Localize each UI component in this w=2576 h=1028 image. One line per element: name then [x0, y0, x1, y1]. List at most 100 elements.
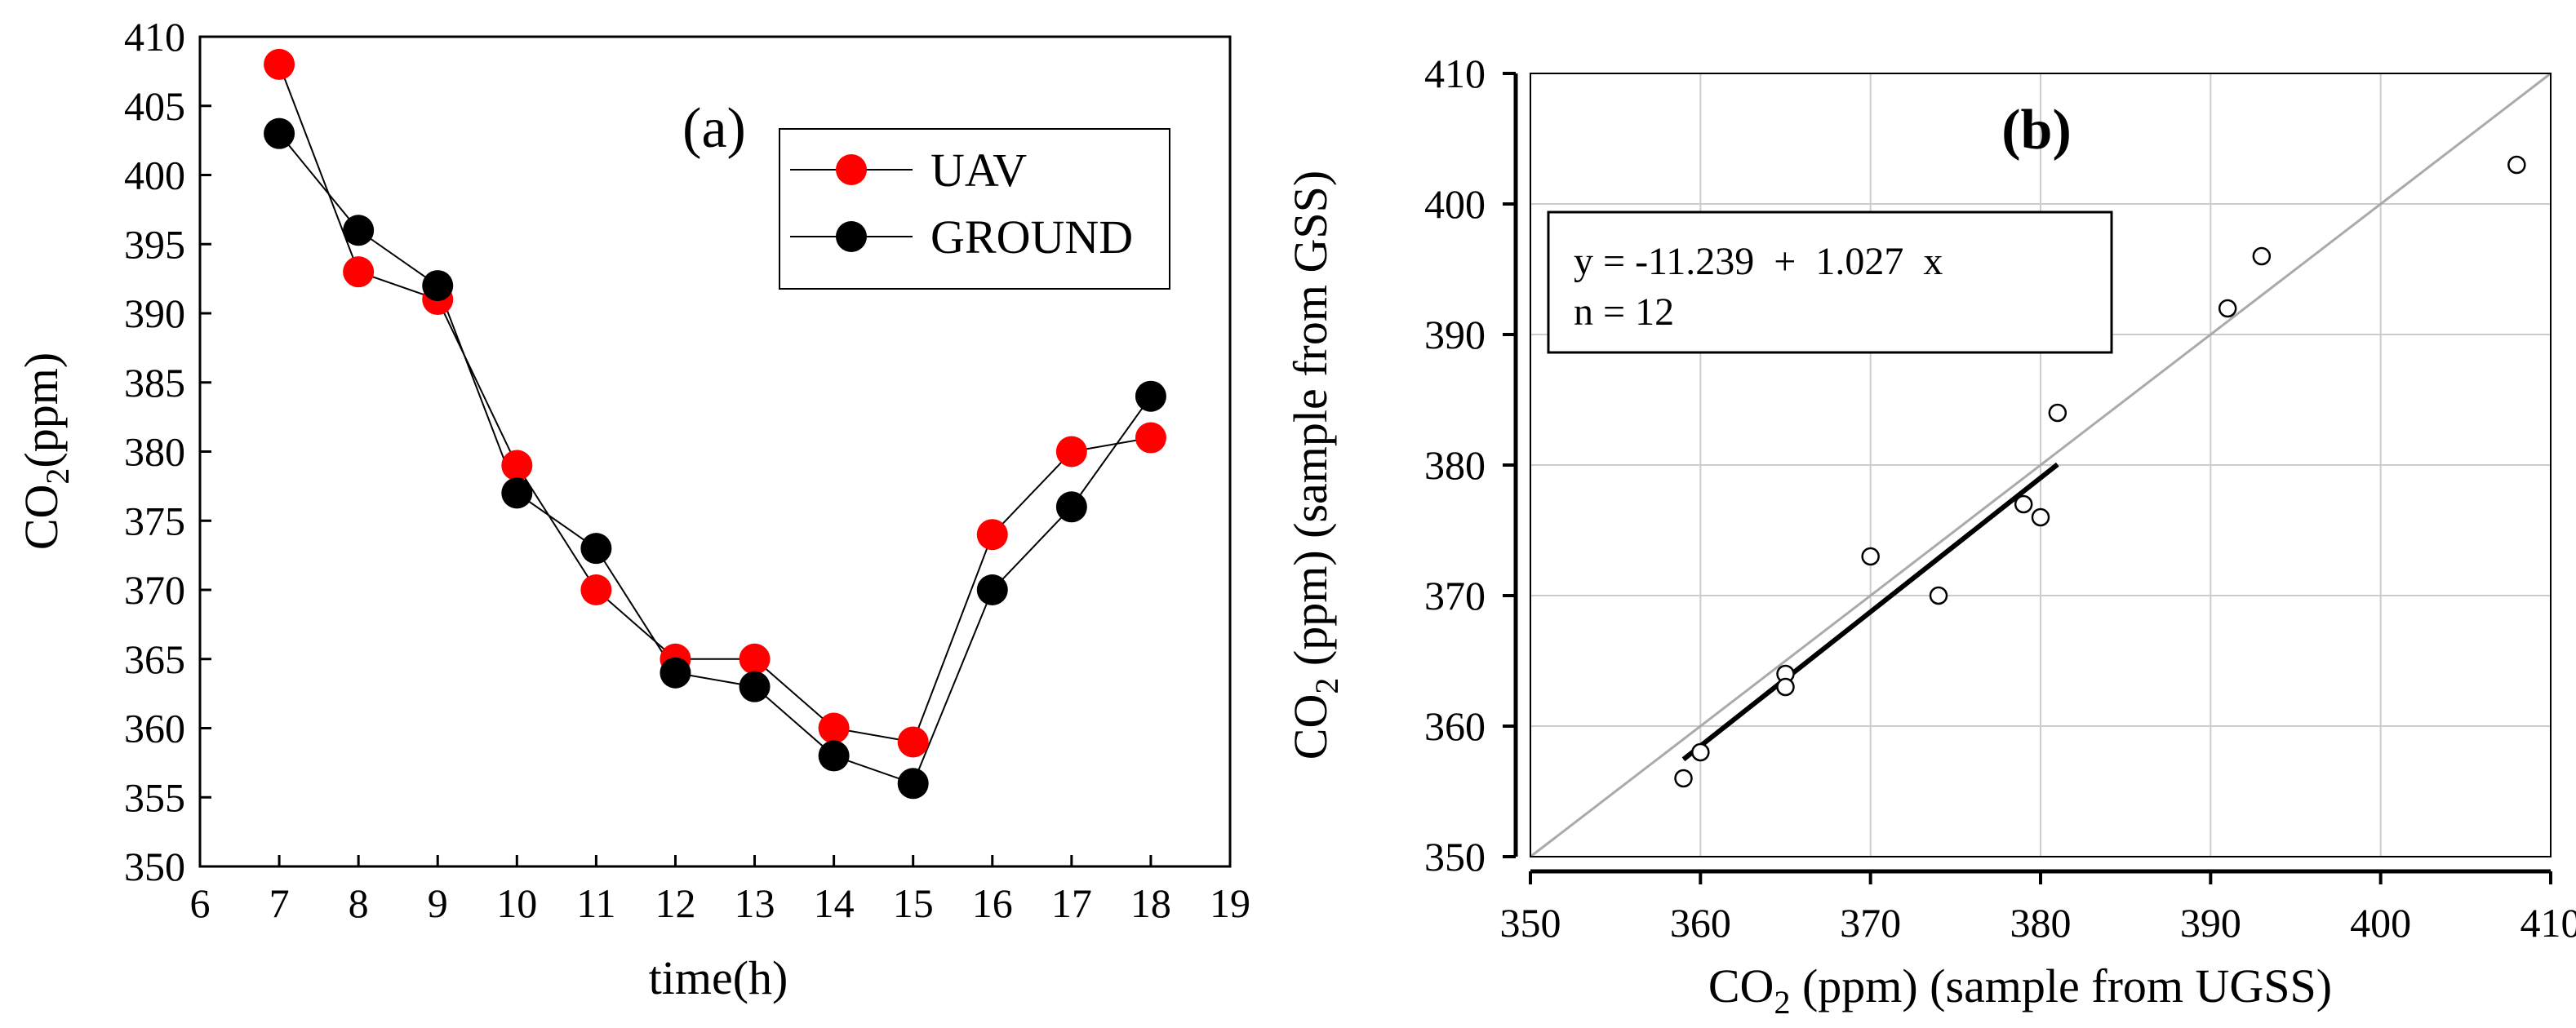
panel-a-x-tick-label: 9 [428, 880, 448, 926]
data-point-ground [897, 768, 929, 800]
data-point-uav [739, 643, 771, 675]
data-point-ground [580, 533, 612, 565]
data-point-ground [422, 270, 454, 302]
data-point-ground [1135, 380, 1166, 412]
panel-a-y-tick-label: 370 [124, 567, 185, 613]
data-point-uav [1135, 422, 1166, 454]
data-point-uav [976, 519, 1008, 551]
panel-b-title: (b) [2001, 99, 2072, 162]
panel-a-x-tick-label: 18 [1130, 880, 1171, 926]
data-point-uav [1055, 436, 1087, 467]
scatter-point [1929, 586, 1948, 605]
panel-a-x-tick-label: 12 [655, 880, 695, 926]
panel-b-x-tick-label: 410 [2520, 900, 2576, 946]
scatter-point [2014, 494, 2033, 514]
legend-ground-marker [836, 221, 867, 252]
panel-a-y-label-sub: 2 [39, 468, 76, 485]
scatter-point [2218, 299, 2237, 318]
data-point-ground [501, 477, 533, 509]
panel-a-y-tick-label: 355 [124, 774, 185, 820]
panel-b-x-tick-label: 380 [2010, 900, 2072, 946]
panel-a-y-label-main: CO [15, 485, 68, 551]
data-point-ground [739, 671, 771, 702]
panel-a-x-tick-label: 16 [972, 880, 1013, 926]
data-point-uav [897, 726, 929, 758]
data-point-ground [343, 215, 375, 246]
panel-a-y-label-rest: (ppm) [15, 352, 68, 468]
scatter-point [1776, 677, 1795, 697]
panel-b-plot-border [1530, 73, 2552, 857]
panel-b-x-label-rest: (ppm) (sample from UGSS) [1790, 959, 2332, 1012]
panel-b-y-axis-label: CO2 (ppm) (sample from GSS) [1284, 171, 1345, 760]
panel-b-x-label-main: CO [1708, 959, 1774, 1012]
panel-a-x-tick-label: 11 [576, 880, 615, 926]
panel-a-y-tick-label: 365 [124, 636, 185, 682]
panel-a-y-axis-label: CO2(ppm) [15, 352, 76, 550]
legend-uav-label: UAV [930, 144, 1027, 197]
data-point-ground [976, 574, 1008, 605]
panel-b-y-tick-label: 380 [1424, 442, 1486, 488]
data-point-uav [818, 712, 850, 744]
panel-a-y-tick-label: 380 [124, 429, 185, 475]
panel-a-x-tick-label: 10 [496, 880, 537, 926]
scatter-point [1861, 547, 1880, 566]
panel-b-y-label-sub: 2 [1308, 678, 1345, 694]
panel-b-identity-line [1530, 72, 2552, 858]
legend-uav-marker [836, 154, 867, 185]
panel-b-y-tick-label: 400 [1424, 181, 1486, 227]
panel-a-x-ticks: 6 7 8 9 10 11 12 13 14 15 16 17 18 19 [190, 855, 1250, 926]
panel-a-x-tick-label: 13 [735, 880, 775, 926]
panel-b-regression-line [1681, 462, 2059, 762]
panel-a-x-tick-label: 19 [1210, 880, 1250, 926]
panel-a-title: (a) [682, 97, 746, 160]
data-point-ground [818, 740, 850, 772]
panel-a-line-chart: 6 7 8 9 10 11 12 13 14 15 16 17 18 19 350 355 360 365 370… [15, 14, 1250, 1004]
panel-a-legend-box [779, 128, 1170, 290]
panel-a-y-tick-label: 385 [124, 360, 185, 405]
data-point-ground [264, 117, 295, 149]
panel-a-x-tick-label: 7 [269, 880, 290, 926]
panel-a-y-tick-label: 405 [124, 83, 185, 129]
panel-a-y-tick-label: 395 [124, 221, 185, 267]
panel-b-x-tick-label: 360 [1670, 900, 1731, 946]
panel-a-series [264, 48, 1166, 800]
panel-b-x-label-sub: 2 [1774, 984, 1790, 1021]
panel-a-x-tick-label: 8 [349, 880, 369, 926]
panel-b-scatter-chart: 350 360 370 380 390 400 410 350 360 370 380 390 400… [1284, 51, 2576, 1021]
panel-b-equation-box: y = -11.239 + 1.027 x n = 12 [1547, 210, 2113, 354]
data-point-uav [264, 48, 295, 80]
panel-a-y-ticks: 350 355 360 365 370 375 380 385 390 395 400 405 410 [124, 14, 211, 889]
panel-a-y-tick-label: 360 [124, 706, 185, 751]
data-point-uav [580, 574, 612, 605]
panel-a-y-tick-label: 410 [124, 14, 185, 60]
panel-b-y-tick-label: 370 [1424, 573, 1486, 618]
panel-b-equation-frame [1547, 210, 2113, 354]
panel-b-x-tick-label: 370 [1840, 900, 1901, 946]
panel-b-y-tick-label: 360 [1424, 703, 1486, 749]
panel-b-y-tick-label: 350 [1424, 834, 1486, 880]
data-point-ground [1055, 491, 1087, 523]
scatter-point [1674, 769, 1693, 788]
panel-a-x-tick-label: 17 [1051, 880, 1092, 926]
panel-b-y-ticks: 350 360 370 380 390 400 410 [1424, 51, 1516, 880]
panel-b-y-tick-label: 390 [1424, 312, 1486, 357]
data-point-ground [660, 657, 691, 689]
panel-a-x-tick-label: 6 [190, 880, 211, 926]
panel-a-y-tick-label: 390 [124, 290, 185, 336]
panel-b-y-label-main: CO [1284, 694, 1337, 760]
panel-b-x-tick-label: 390 [2180, 900, 2241, 946]
panel-b-points [1674, 155, 2526, 788]
panel-b-y-label-rest: (ppm) (sample from GSS) [1284, 171, 1337, 678]
scatter-point [2031, 507, 2050, 527]
panel-a-legend: UAV GROUND [779, 128, 1170, 290]
scatter-point [1691, 742, 1710, 762]
panel-b-x-axis-label: CO2 (ppm) (sample from UGSS) [1708, 959, 2332, 1021]
panel-a-x-tick-label: 15 [893, 880, 934, 926]
panel-b-sample-count: n = 12 [1574, 290, 1674, 334]
panel-b-x-tick-label: 400 [2350, 900, 2411, 946]
panel-b-x-ticks: 350 360 370 380 390 400 410 [1500, 871, 2576, 946]
panel-a-y-tick-label: 400 [124, 153, 185, 198]
panel-a-x-tick-label: 14 [814, 880, 855, 926]
panel-b-x-tick-label: 350 [1500, 900, 1561, 946]
